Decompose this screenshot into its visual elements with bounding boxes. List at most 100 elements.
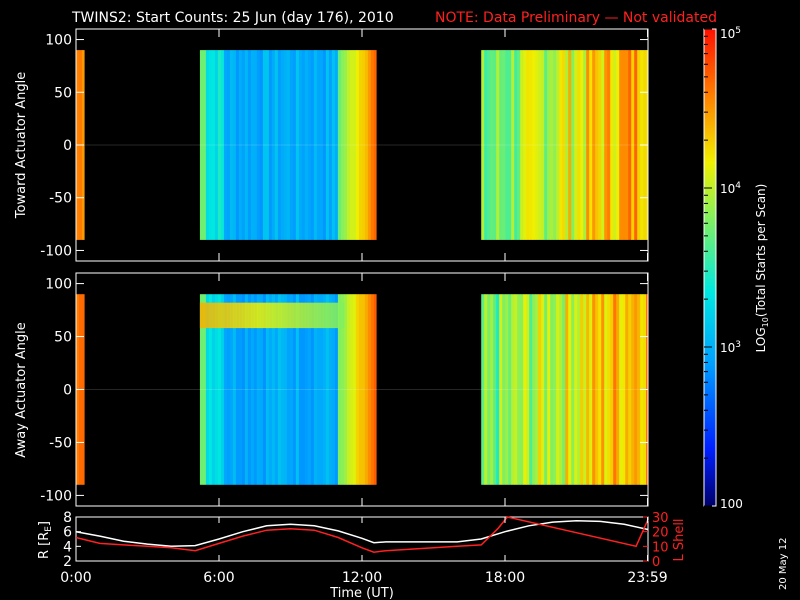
heatmap-cell (589, 50, 593, 240)
heatmap-cell (322, 50, 327, 240)
heatmap-cell (352, 294, 357, 485)
heatmap-cell (283, 50, 288, 240)
heatmap-band (283, 302, 288, 329)
heatmap-cell (247, 294, 252, 485)
heatmap-cell (313, 50, 318, 240)
heatmap-cell (550, 50, 554, 240)
heatmap-cell (508, 294, 512, 485)
heatmap-cell (325, 294, 330, 485)
heatmap-cell (274, 50, 279, 240)
heatmap-cell (211, 294, 216, 485)
away-y-ticks: 100 50 0 -50 -100 (40, 277, 648, 504)
heatmap-cell (349, 294, 354, 485)
heatmap-cell (601, 50, 605, 240)
heatmap-cell (253, 50, 258, 240)
orbit-lines (75, 516, 649, 553)
heatmap-band (313, 302, 318, 329)
x-axis-label: Time (UT) (329, 586, 394, 600)
heatmap-band (199, 302, 204, 329)
heatmap-cell (235, 294, 240, 485)
heatmap-cell (520, 294, 524, 485)
heatmap-cell (262, 50, 267, 240)
heatmap-cell (295, 50, 300, 240)
heatmap-cell (343, 294, 348, 485)
heatmap-cell (553, 50, 557, 240)
heatmap-cell (607, 50, 611, 240)
heatmap-cell (568, 294, 572, 485)
heatmap-band (253, 302, 258, 329)
heatmap-cell (319, 50, 324, 240)
y-tick-label: 100 (45, 33, 72, 49)
y-tick-label: -50 (49, 435, 72, 451)
heatmap-cell (319, 294, 324, 485)
heatmap-cell (616, 50, 620, 240)
lshell-tick-label: 20 (652, 526, 669, 541)
heatmap-band (250, 302, 255, 329)
heatmap-cell (214, 294, 219, 485)
chart-title: TWINS2: Start Counts: 25 Jun (day 176), … (71, 10, 394, 26)
heatmap-cell (499, 294, 503, 485)
heatmap-cell (481, 50, 485, 240)
heatmap-cell (637, 294, 641, 485)
colorbar-tick-label: 100 (720, 497, 743, 511)
heatmap-cell (331, 294, 336, 485)
heatmap-cell (232, 294, 237, 485)
heatmap-cell (571, 294, 575, 485)
heatmap-band (256, 302, 261, 329)
heatmap-cell (544, 50, 548, 240)
heatmap-cell (202, 294, 207, 485)
heatmap-band (325, 302, 330, 329)
heatmap-cell (523, 50, 527, 240)
heatmap-cell (205, 294, 210, 485)
heatmap-cell (217, 294, 222, 485)
heatmap-cell (337, 50, 342, 240)
heatmap-band (265, 302, 270, 329)
r-axis-label: R [RE] (37, 521, 54, 559)
heatmap-cell (529, 50, 533, 240)
heatmap-cell (523, 294, 527, 485)
heatmap-cell (631, 50, 635, 240)
heatmap-band (304, 302, 309, 329)
heatmap-cell (205, 50, 210, 240)
heatmap-cell (301, 50, 306, 240)
heatmap-band (271, 302, 276, 329)
heatmap-cell (493, 50, 497, 240)
heatmap-cell (496, 294, 500, 485)
heatmap-cell (286, 50, 291, 240)
heatmap-cell (514, 50, 518, 240)
heatmap-cell (346, 294, 351, 485)
heatmap-cell (352, 50, 357, 240)
heatmap-band (217, 302, 222, 329)
heatmap-cell (562, 50, 566, 240)
heatmap-cell (199, 294, 204, 485)
lshell-line (75, 516, 649, 553)
heatmap-band (229, 302, 234, 329)
heatmap-cell (631, 294, 635, 485)
heatmap-band (238, 302, 243, 329)
heatmap-cell (628, 294, 632, 485)
heatmap-cell (634, 50, 638, 240)
heatmap-cell (244, 294, 249, 485)
heatmap-cell (373, 50, 377, 240)
heatmap-cell (604, 50, 608, 240)
heatmap-cell (505, 50, 509, 240)
heatmap-cell (514, 294, 518, 485)
heatmap-cell (547, 50, 551, 240)
heatmap-band (226, 302, 231, 329)
heatmap-cell (232, 50, 237, 240)
heatmap-cell (526, 294, 530, 485)
heatmap-cell (538, 50, 542, 240)
heatmap-band (322, 302, 327, 329)
heatmap-band (301, 302, 306, 329)
y-tick-label: -100 (40, 488, 72, 504)
heatmap-cell (238, 294, 243, 485)
heatmap-cell (373, 294, 377, 485)
heatmap-cell (532, 294, 536, 485)
toward-y-ticks: 100 50 0 -50 -100 (40, 33, 648, 259)
toward-heatmap-panel (76, 50, 649, 240)
heatmap-cell (250, 294, 255, 485)
lshell-axis-label: L Shell (672, 518, 687, 561)
heatmap-cell (550, 294, 554, 485)
heatmap-cell (310, 50, 315, 240)
heatmap-cell (322, 294, 327, 485)
